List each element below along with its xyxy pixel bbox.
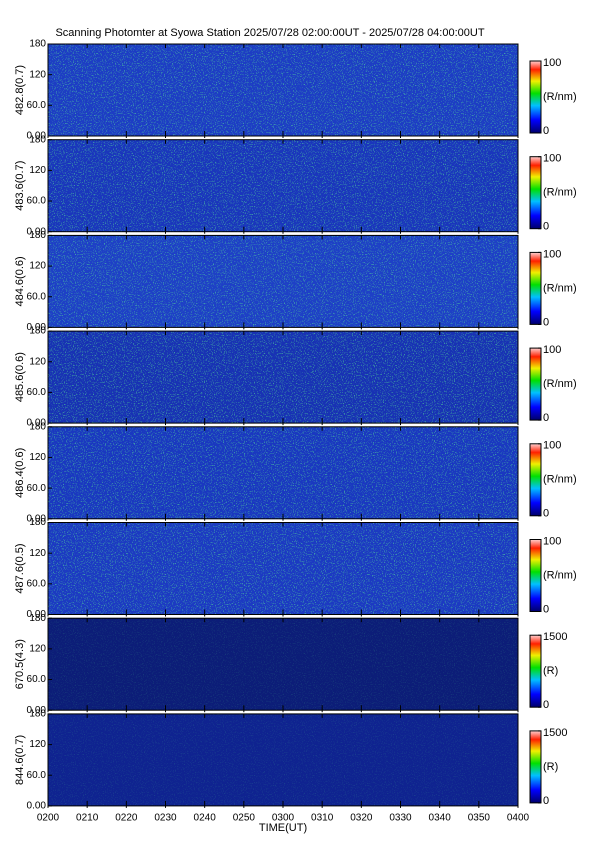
x-tick-label: 0310 [311,813,334,824]
x-tick-label: 0300 [272,813,295,824]
colorbar-tick-label: 0 [543,795,549,807]
colorbar-tick-label: 100 [543,57,561,69]
heatmap-texture [48,426,518,519]
x-tick-label: 0200 [37,813,60,824]
y-tick-label: 60.0 [27,578,47,589]
y-tick-label: 60.0 [27,770,47,781]
heatmap-texture [48,139,518,232]
x-tick-label: 0210 [76,813,99,824]
y-tick-label: 180 [29,230,46,241]
colorbar [529,156,542,230]
colorbar-tick-label: 100 [543,248,561,260]
colorbar-tick-label: 0 [543,508,549,520]
y-axis-label: 485.6(0.6) [14,352,26,402]
y-axis-label: 844.6(0.7) [14,735,26,785]
x-tick-label: 0400 [507,813,530,824]
colorbar-tick-label: 100 [543,344,561,356]
x-tick-label: 0330 [389,813,412,824]
colorbar-tick-label: 1500 [543,631,567,643]
y-tick-label: 120 [29,644,46,655]
colorbar-tick-label: 0 [543,125,549,137]
y-tick-label: 180 [29,517,46,528]
colorbar-label: (R/nm) [543,474,577,486]
y-tick-label: 120 [29,69,46,80]
y-tick-label: 120 [29,165,46,176]
x-axis-label: TIME(UT) [259,822,307,834]
y-tick-label: 0.00 [27,609,47,620]
x-tick-label: 0320 [350,813,373,824]
colorbar-tick-label: 0 [543,412,549,424]
colorbar [529,251,542,325]
colorbar [529,730,542,804]
colorbar [529,443,542,517]
y-axis-label: 484.6(0.6) [14,256,26,306]
heatmap-texture [48,331,518,424]
y-axis-label: 486.4(0.6) [14,448,26,498]
x-tick-label: 0240 [194,813,217,824]
heatmap-texture [48,235,518,328]
y-tick-label: 180 [29,326,46,337]
colorbar-tick-label: 100 [543,440,561,452]
colorbar [529,634,542,708]
y-tick-label: 0.00 [27,322,47,333]
x-tick-label: 0340 [429,813,452,824]
colorbar-label: (R) [543,761,558,773]
heatmap-texture [48,44,518,136]
colorbar-tick-label: 0 [543,221,549,233]
y-tick-label: 60.0 [27,291,47,302]
y-tick-label: 0.00 [27,131,47,142]
y-tick-label: 60.0 [27,196,47,207]
colorbar-tick-label: 1500 [543,727,567,739]
x-tick-label: 0220 [115,813,138,824]
y-axis-label: 483.6(0.7) [14,161,26,211]
y-tick-label: 60.0 [27,674,47,685]
heatmap-texture [48,522,518,615]
colorbar-label: (R/nm) [543,282,577,294]
y-tick-label: 180 [29,709,46,720]
x-tick-label: 0230 [154,813,177,824]
colorbar-label: (R/nm) [543,91,577,103]
y-tick-label: 120 [29,739,46,750]
y-tick-label: 60.0 [27,483,47,494]
heatmap-texture [48,618,518,711]
y-axis-label: 482.8(0.7) [14,65,26,115]
colorbar [529,347,542,421]
y-tick-label: 120 [29,356,46,367]
chart-title: Scanning Photomter at Syowa Station 2025… [55,27,484,39]
colorbar-tick-label: 100 [543,153,561,165]
colorbar-tick-label: 0 [543,316,549,328]
y-tick-label: 0.00 [27,801,47,812]
y-tick-label: 0.00 [27,418,47,429]
y-tick-label: 0.00 [27,226,47,237]
colorbar [529,60,542,134]
y-tick-label: 60.0 [27,387,47,398]
y-tick-label: 120 [29,261,46,272]
y-tick-label: 180 [29,134,46,145]
colorbar-tick-label: 0 [543,603,549,615]
colorbar [529,539,542,612]
y-tick-label: 120 [29,452,46,463]
colorbar-tick-label: 0 [543,699,549,711]
y-axis-label: 670.5(4.3) [14,639,26,689]
x-tick-label: 0250 [233,813,256,824]
y-tick-label: 60.0 [27,100,47,111]
colorbar-label: (R/nm) [543,187,577,199]
y-tick-label: 120 [29,548,46,559]
y-tick-label: 180 [29,613,46,624]
colorbar-label: (R) [543,665,558,677]
y-tick-label: 0.00 [27,705,47,716]
y-axis-label: 487.6(0.5) [14,543,26,593]
colorbar-tick-label: 100 [543,535,561,547]
y-tick-label: 180 [29,421,46,432]
x-tick-label: 0350 [468,813,491,824]
y-tick-label: 180 [29,39,46,50]
y-tick-label: 0.00 [27,513,47,524]
colorbar-label: (R/nm) [543,378,577,390]
heatmap-texture [48,713,518,806]
colorbar-label: (R/nm) [543,569,577,581]
